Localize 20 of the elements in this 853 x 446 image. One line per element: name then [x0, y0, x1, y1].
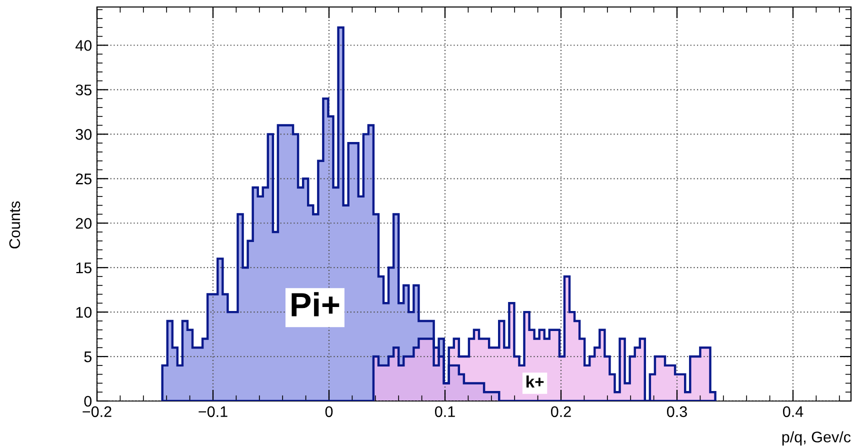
x-tick-label: −0.2 — [82, 406, 112, 418]
x-axis-title: p/q, Gev/c — [782, 431, 851, 446]
x-tick-label: −0.1 — [198, 406, 228, 418]
series-label: Pi+ — [292, 292, 340, 316]
y-tick-label: 20 — [76, 218, 92, 229]
y-tick-label: 35 — [76, 84, 92, 96]
x-tick-label: 0.3 — [666, 406, 687, 418]
x-tick-label: 0.1 — [434, 406, 455, 418]
y-axis-title: Counts — [9, 201, 20, 248]
y-tick-label: 25 — [76, 174, 92, 184]
y-tick-label: 15 — [76, 262, 92, 274]
y-tick-label: 30 — [76, 129, 92, 140]
y-tick-label: 0 — [84, 396, 92, 407]
y-tick-label: 5 — [84, 352, 92, 362]
x-tick-label: 0.2 — [550, 406, 571, 418]
x-tick-label: 0 — [325, 406, 333, 418]
x-tick-label: 0.4 — [782, 406, 804, 418]
y-tick-label: 40 — [76, 40, 92, 51]
series-label: k+ — [526, 375, 544, 388]
y-tick-label: 10 — [76, 306, 92, 318]
